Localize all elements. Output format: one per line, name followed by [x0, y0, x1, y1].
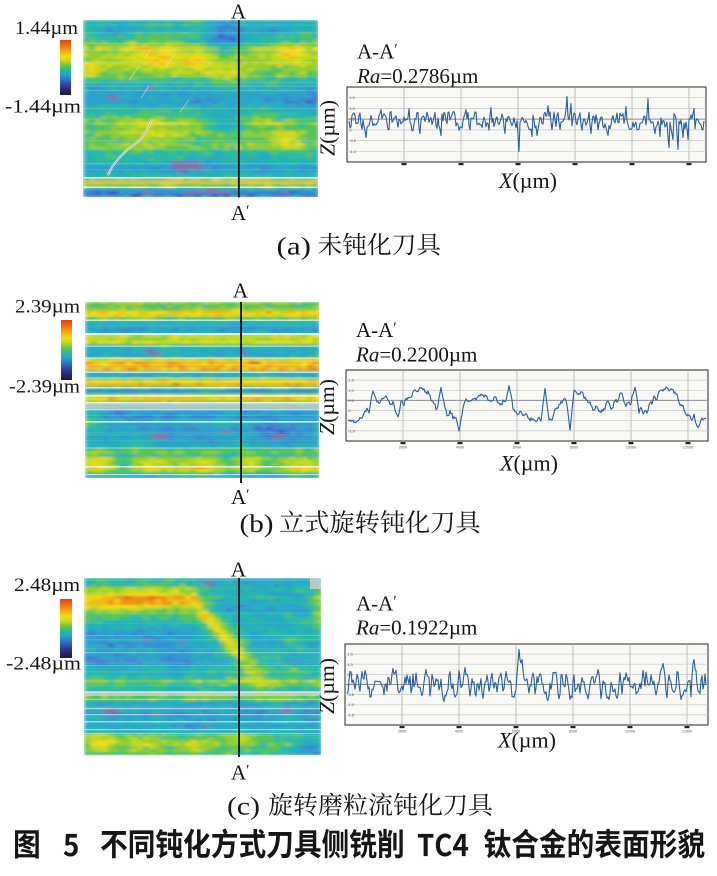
svg-text:A: A — [233, 279, 249, 303]
svg-text:0: 0 — [350, 128, 352, 132]
svg-text:0.5: 0.5 — [349, 399, 354, 403]
svg-text:6000: 6000 — [512, 730, 520, 734]
svg-text:-1.5: -1.5 — [348, 713, 354, 717]
svg-text:2.39µm: 2.39µm — [15, 298, 81, 318]
svg-text:6000: 6000 — [513, 446, 521, 450]
svg-text:Z(µm): Z(µm) — [316, 100, 340, 156]
svg-text:Z(µm): Z(µm) — [315, 658, 339, 714]
svg-text:A-A′: A-A′ — [356, 592, 397, 616]
svg-text:X(µm): X(µm) — [499, 451, 558, 476]
svg-text:1.5: 1.5 — [350, 96, 355, 100]
svg-text:1.0: 1.0 — [348, 663, 353, 667]
svg-text:12000: 12000 — [683, 446, 693, 450]
svg-text:-2.48µm: -2.48µm — [6, 655, 82, 675]
svg-text:-1.0: -1.0 — [350, 150, 356, 154]
svg-text:(c): (c) — [227, 794, 260, 821]
svg-text:1.5: 1.5 — [348, 653, 353, 657]
svg-text:Ra=0.1922µm: Ra=0.1922µm — [355, 616, 477, 640]
svg-text:4000: 4000 — [456, 446, 464, 450]
svg-text:Z(µm): Z(µm) — [315, 379, 339, 435]
svg-text:1.44µm: 1.44µm — [15, 19, 79, 39]
svg-text:A-A′: A-A′ — [357, 40, 398, 64]
svg-text:Ra=0.2200µm: Ra=0.2200µm — [355, 343, 477, 367]
svg-text:1.5: 1.5 — [349, 379, 354, 383]
svg-text:1.0: 1.0 — [350, 107, 355, 111]
svg-text:X(µm): X(µm) — [498, 168, 557, 193]
svg-text:2.48µm: 2.48µm — [14, 576, 81, 596]
svg-text:0: 0 — [349, 409, 351, 413]
svg-text:A: A — [231, 558, 247, 582]
svg-text:A′: A′ — [231, 485, 249, 509]
svg-text:A′: A′ — [231, 761, 249, 785]
svg-text:8000: 8000 — [569, 730, 577, 734]
svg-text:1.0: 1.0 — [349, 389, 354, 393]
svg-text:A: A — [231, 0, 247, 24]
svg-text:(a): (a) — [277, 234, 312, 261]
svg-text:8000: 8000 — [570, 446, 578, 450]
svg-text:Ra=0.2786µm: Ra=0.2786µm — [356, 64, 478, 88]
svg-text:10000: 10000 — [625, 730, 635, 734]
svg-text:4000: 4000 — [455, 730, 463, 734]
svg-text:12000: 12000 — [682, 730, 692, 734]
svg-text:-1.0: -1.0 — [349, 429, 355, 433]
svg-text:-0.5: -0.5 — [348, 693, 354, 697]
svg-text:X(µm): X(µm) — [497, 728, 556, 753]
svg-text:(b): (b) — [240, 511, 274, 538]
svg-text:-1.0: -1.0 — [348, 703, 354, 707]
svg-text:A′: A′ — [231, 201, 249, 225]
svg-text:-0.5: -0.5 — [350, 139, 356, 143]
svg-text:-1.44µm: -1.44µm — [5, 98, 82, 118]
svg-text:10000: 10000 — [626, 446, 636, 450]
svg-text:2000: 2000 — [398, 730, 406, 734]
svg-text:-2.39µm: -2.39µm — [9, 378, 81, 398]
svg-text:2000: 2000 — [399, 446, 407, 450]
svg-text:A-A′: A-A′ — [356, 318, 397, 342]
